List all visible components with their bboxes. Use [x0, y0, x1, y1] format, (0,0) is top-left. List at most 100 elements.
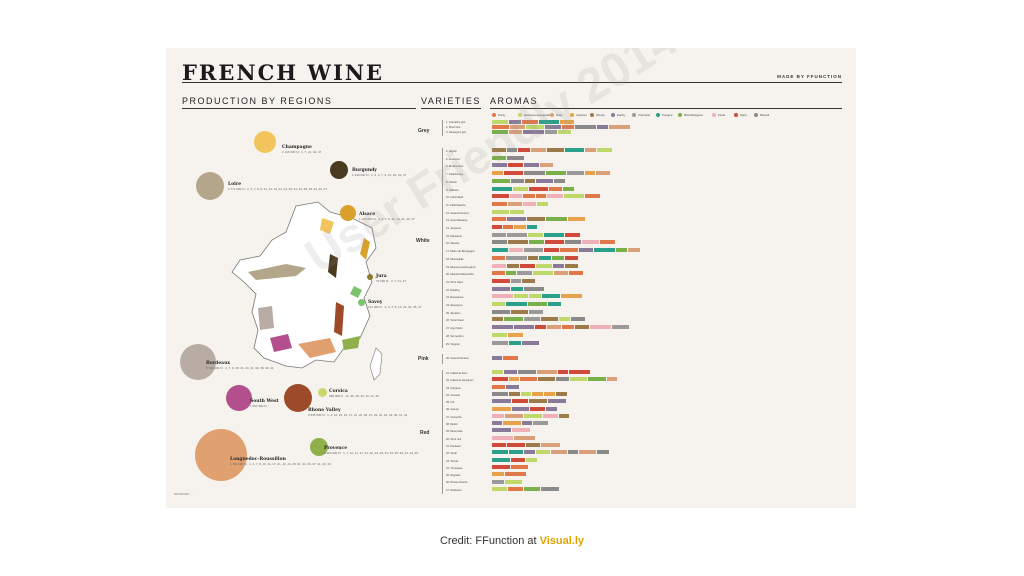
aroma-legend-caramel: Caramel	[570, 113, 587, 118]
aroma-segment	[545, 125, 561, 130]
variety-item: 2. Pinot Gris	[446, 126, 461, 130]
title-rule	[182, 82, 842, 83]
aroma-segment	[559, 413, 569, 418]
aroma-segment	[530, 406, 545, 411]
aroma-segment	[544, 248, 559, 253]
aroma-segment	[612, 325, 629, 330]
aroma-segment	[509, 377, 519, 382]
aroma-segment	[514, 325, 534, 330]
region-circle-corsica	[318, 388, 327, 397]
aroma-segment	[509, 340, 521, 345]
aroma-segment	[513, 186, 528, 191]
aroma-segment	[492, 356, 502, 360]
aroma-segment	[492, 120, 508, 124]
variety-list-red: 31. Cabernet franc 32. Cabernet sauvigno…	[446, 370, 474, 494]
aroma-segment	[539, 255, 551, 260]
aroma-segment	[510, 194, 522, 199]
aroma-segment	[503, 421, 521, 426]
aroma-segment	[492, 472, 504, 477]
aroma-segment	[492, 232, 506, 237]
aroma-segment	[529, 399, 547, 404]
aroma-segment	[569, 370, 590, 374]
region-label-bordeaux: Bordeaux 5 744 000 hl · 4, 7, 9, 18, 21, …	[206, 361, 274, 370]
aroma-segment	[540, 163, 553, 168]
region-label-champagne: Champagne 1 145 000 hl · 1, 7, 21, 44, 47	[282, 145, 322, 154]
region-label-provence: Provence 1 384 000 hl · 1, 7, 10, 11, 17,…	[324, 446, 419, 455]
aroma-segment	[547, 325, 561, 330]
region-circle-alsace	[340, 205, 356, 221]
aroma-segment	[514, 435, 535, 440]
aroma-segment	[616, 248, 627, 253]
aroma-segment	[492, 286, 510, 291]
aroma-segment	[585, 171, 595, 176]
aroma-segment	[529, 309, 543, 314]
aroma-segment	[504, 171, 523, 176]
variety-item: 18. Muscadelle	[446, 257, 464, 261]
aroma-segment	[527, 225, 537, 229]
aroma-segment	[492, 201, 507, 206]
map-region-loire	[248, 264, 306, 280]
aroma-segment	[507, 443, 525, 447]
aroma-segment	[565, 148, 584, 152]
aroma-segment	[520, 263, 535, 268]
variety-item: 41. Poulsard	[446, 444, 461, 448]
aroma-segment	[528, 255, 538, 260]
aroma-segment	[492, 413, 504, 418]
aroma-segment	[536, 194, 546, 199]
aroma-legend-herbaceous: Herbaceous/vegetative	[518, 113, 553, 118]
aroma-segment	[507, 217, 526, 222]
variety-item: 40. Pinot noir	[446, 437, 462, 441]
aroma-segment	[545, 240, 564, 245]
variety-item: 21. Pinot blanc	[446, 280, 464, 284]
aroma-segment	[492, 450, 508, 455]
region-label-savoy: Savoy 121 000 hl · 2, 3, 7, 8, 14, 24, 34…	[368, 300, 422, 309]
variety-item: 4. Aligoté	[446, 150, 457, 153]
aroma-legend-fruity: Fruity	[492, 113, 505, 118]
aroma-segment	[554, 271, 568, 276]
aroma-legend-microbiological: Microbiological	[678, 113, 703, 118]
variety-group-grey-label: Grey	[418, 128, 430, 134]
aroma-segment	[524, 317, 540, 322]
aroma-segment	[507, 148, 517, 152]
aroma-segment	[492, 217, 506, 222]
variety-item: 10. Colombard	[446, 196, 464, 200]
variety-item: 34. Cinsault	[446, 393, 460, 397]
aroma-segment	[594, 248, 615, 253]
aroma-segment	[492, 309, 510, 314]
aroma-segment	[609, 125, 630, 130]
variety-item: 16. Mauzac	[446, 242, 460, 246]
variety-item: 43. Tannat	[446, 459, 459, 463]
aroma-segment	[511, 286, 523, 291]
aroma-segment	[524, 163, 539, 168]
aroma-segment	[558, 130, 571, 135]
aroma-segment	[506, 384, 519, 389]
region-circle-champagne	[254, 131, 276, 153]
aroma-segment	[537, 201, 548, 206]
region-circle-savoy	[358, 299, 365, 306]
aroma-segment	[547, 194, 563, 199]
variety-item: 26. Terret blanc	[446, 319, 464, 323]
aroma-segment	[492, 278, 510, 283]
aroma-segment	[518, 370, 536, 374]
aroma-segment	[562, 125, 574, 130]
variety-item: 44. Trousseau	[446, 466, 463, 470]
aroma-segment	[507, 155, 524, 160]
variety-item: 22. Riesling	[446, 288, 460, 292]
credit-link[interactable]: Visual.ly	[539, 535, 585, 547]
variety-item: 33. Carignan	[446, 386, 461, 390]
aroma-segment	[514, 225, 526, 229]
aroma-segment	[512, 399, 528, 404]
aroma-segment	[503, 225, 513, 229]
aroma-segment	[492, 178, 510, 183]
aroma-segment	[492, 435, 513, 440]
variety-item: 27. Ugni blanc	[446, 327, 463, 331]
sources-footer: SOURCES: ...	[174, 492, 194, 496]
aroma-segment	[492, 406, 511, 411]
aroma-segment	[556, 377, 569, 382]
region-circle-languedoc-roussillon	[195, 429, 247, 481]
grey-bracket	[442, 120, 443, 136]
region-label-languedoc-roussillon: Languedoc-Roussillon 1 791 000 hl · 1, 4,…	[230, 457, 331, 466]
variety-item: 1. Grenache gris	[446, 121, 466, 124]
aroma-segment	[528, 302, 547, 306]
aroma-segment	[514, 294, 528, 299]
